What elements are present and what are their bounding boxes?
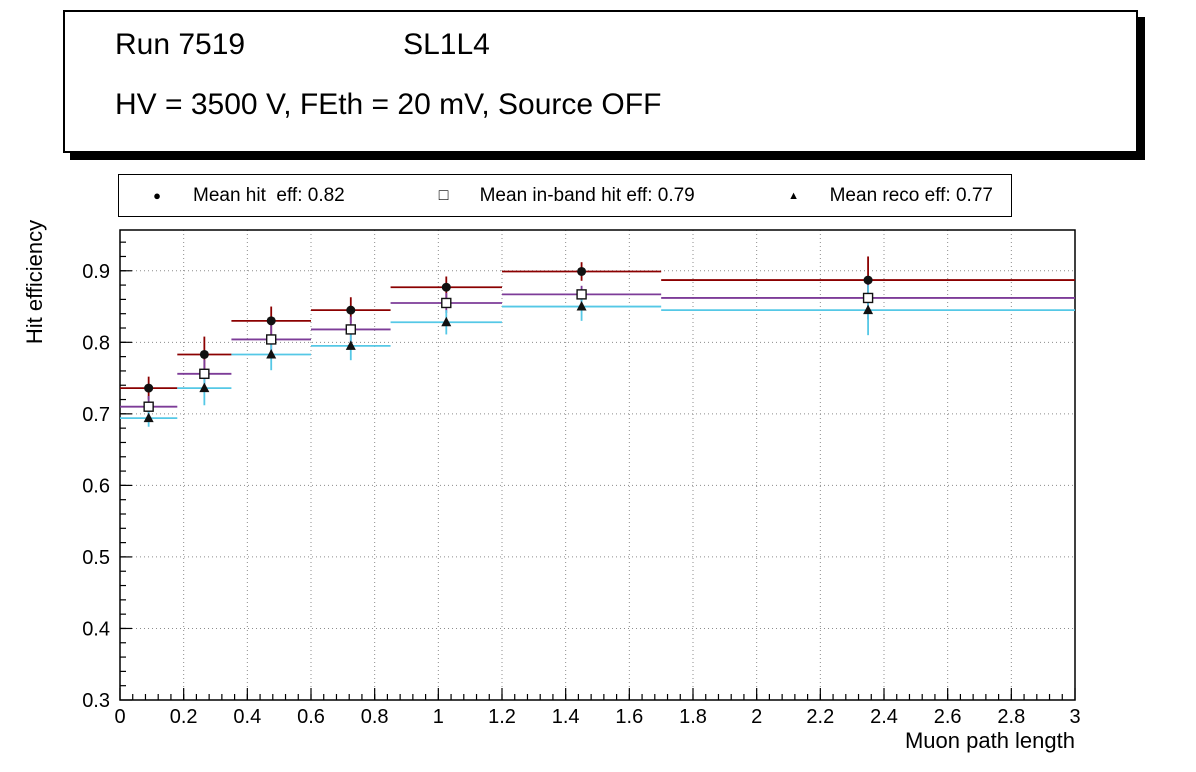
legend-entry-label: Mean reco eff: 0.77 — [829, 184, 993, 206]
svg-text:0.6: 0.6 — [82, 475, 110, 497]
svg-text:2.8: 2.8 — [997, 706, 1025, 728]
svg-text:0.5: 0.5 — [82, 547, 110, 569]
svg-text:1: 1 — [433, 706, 444, 728]
chamber-label: SL1L4 — [403, 28, 490, 61]
title-line-1: Run 7519 SL1L4 — [115, 28, 1136, 62]
svg-text:1.8: 1.8 — [679, 706, 707, 728]
run-label: Run 7519 — [115, 28, 246, 61]
legend-entry-label: Mean hit eff: 0.82 — [193, 184, 345, 206]
open-square-marker-icon: □ — [438, 186, 449, 204]
legend-entry: ▲ Mean reco eff: 0.77 — [786, 185, 993, 207]
legend: ● Mean hit eff: 0.82 □ Mean in-band hit … — [118, 174, 1012, 217]
svg-text:3: 3 — [1069, 706, 1080, 728]
svg-text:0.3: 0.3 — [82, 690, 110, 712]
plot-frame — [119, 229, 1076, 701]
svg-text:0.6: 0.6 — [297, 706, 325, 728]
legend-entry-label: Mean in-band hit eff: 0.79 — [479, 184, 695, 206]
legend-entry: □ Mean in-band hit eff: 0.79 — [436, 185, 695, 207]
series-markers — [143, 266, 874, 423]
filled-triangle-marker-icon: ▲ — [788, 189, 800, 202]
axis-ticks — [119, 241, 1076, 701]
svg-text:0: 0 — [114, 706, 125, 728]
x-axis-title: Muon path length — [905, 728, 1075, 753]
svg-text:1.4: 1.4 — [552, 706, 580, 728]
conditions-label: HV = 3500 V, FEth = 20 mV, Source OFF — [115, 88, 662, 121]
svg-text:0.7: 0.7 — [82, 404, 110, 426]
svg-text:2.4: 2.4 — [870, 706, 898, 728]
svg-text:2: 2 — [751, 706, 762, 728]
svg-text:0.4: 0.4 — [82, 618, 110, 640]
svg-text:1.6: 1.6 — [615, 706, 643, 728]
title-pave: Run 7519 SL1L4 HV = 3500 V, FEth = 20 mV… — [63, 10, 1138, 153]
svg-text:0.2: 0.2 — [170, 706, 198, 728]
grid — [120, 230, 1075, 700]
axis-tick-labels: 0 0.2 0.4 0.6 0.8 1 1.2 1.4 1.6 1.8 2 2.2 2.4 2.6 2.8 3… — [82, 261, 1080, 728]
svg-text:0.8: 0.8 — [82, 332, 110, 354]
y-axis-title: Hit efficiency — [22, 220, 47, 344]
svg-text:2.6: 2.6 — [934, 706, 962, 728]
series-error-bars — [120, 256, 1075, 427]
filled-circle-marker-icon: ● — [153, 188, 161, 203]
svg-text:0.4: 0.4 — [233, 706, 261, 728]
svg-text:0.8: 0.8 — [361, 706, 389, 728]
legend-entry: ● Mean hit eff: 0.82 — [149, 185, 345, 207]
svg-text:2.2: 2.2 — [806, 706, 834, 728]
svg-text:1.2: 1.2 — [488, 706, 516, 728]
svg-text:0.9: 0.9 — [82, 261, 110, 283]
